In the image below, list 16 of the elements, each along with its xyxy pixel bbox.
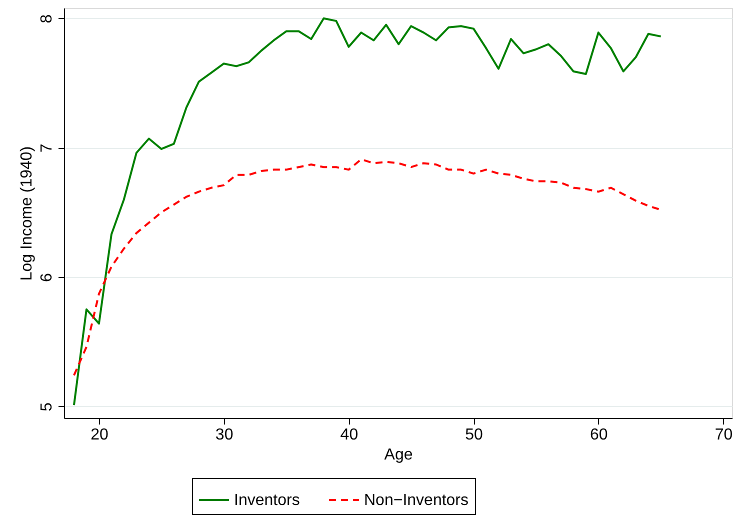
legend-label: Non−Inventors — [364, 492, 469, 509]
y-tick-label: 8 — [38, 14, 56, 24]
x-tick-label: 30 — [215, 426, 234, 444]
x-tick-label: 60 — [590, 426, 608, 444]
x-tick-label: 50 — [465, 426, 484, 444]
x-tick-label: 20 — [90, 426, 108, 444]
y-tick-label: 7 — [38, 144, 56, 153]
y-tick-label: 5 — [38, 402, 56, 412]
legend-label: Inventors — [234, 492, 300, 509]
x-axis-title: Age — [384, 446, 413, 464]
line-series — [72, 158, 662, 376]
line-series — [72, 17, 662, 406]
x-tick-label: 40 — [340, 426, 358, 444]
y-tick-label: 6 — [38, 272, 56, 282]
y-axis-title: Log Income (1940) — [18, 146, 36, 281]
x-tick-label: 70 — [714, 426, 733, 444]
